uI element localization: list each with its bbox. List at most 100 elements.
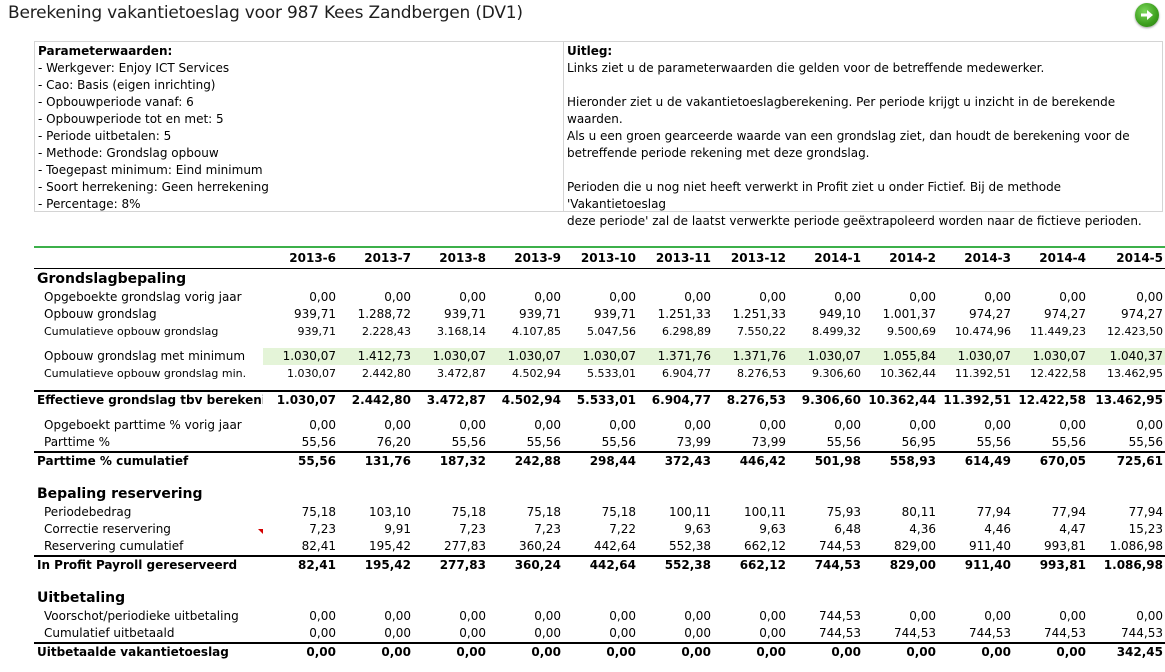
value-cell: 0,00 [1059, 609, 1086, 623]
value-cell: 12.422,58 [1030, 367, 1086, 380]
value-cell: 372,43 [638, 451, 713, 470]
value-cell: 8.276,53 [713, 390, 788, 409]
row-label: Opbouw grondslag [44, 307, 157, 321]
value-cell: 11.392,51 [938, 390, 1013, 409]
value-cell: 0,00 [684, 290, 711, 304]
parameters-panel: Parameterwaarden: - Werkgever: Enjoy ICT… [34, 41, 1163, 228]
value-cell: 2.442,80 [362, 367, 411, 380]
explanation-text: Als u een groen gearceerde waarde van ee… [567, 129, 1130, 143]
value-cell: 0,00 [309, 418, 336, 432]
explanation-text: Hieronder ziet u de vakantietoeslagberek… [567, 95, 1116, 126]
value-cell: 974,27 [1044, 307, 1086, 321]
value-cell: 298,44 [563, 451, 638, 470]
value-cell: 100,11 [669, 505, 711, 519]
value-cell: 0,00 [1136, 418, 1163, 432]
row-label: Effectieve grondslag tbv berekening [34, 390, 263, 409]
period-header: 2014-4 [1013, 246, 1088, 269]
value-cell: 242,88 [488, 451, 563, 470]
value-cell: 0,00 [759, 626, 786, 640]
value-cell: 4,36 [909, 522, 936, 536]
calculation-table: 2013-6 2013-7 2013-8 2013-9 2013-10 2013-11 20… [34, 246, 1165, 661]
row-label: Cumulatieve opbouw grondslag [44, 325, 219, 338]
table-row: Uitbetaalde vakantietoeslag 0,00 0,00 0,00 0… [34, 642, 1165, 661]
value-cell: 6.298,89 [662, 325, 711, 338]
value-cell: 55,56 [826, 435, 861, 449]
value-cell: 75,93 [826, 505, 861, 519]
value-cell: 0,00 [609, 609, 636, 623]
value-cell: 911,40 [969, 539, 1011, 553]
value-cell: 75,18 [526, 505, 561, 519]
value-cell: 0,00 [909, 418, 936, 432]
value-cell: 0,00 [759, 290, 786, 304]
period-header: 2013-11 [638, 246, 713, 269]
value-cell: 360,24 [488, 555, 563, 574]
param-line: - Werkgever: Enjoy ICT Services [38, 61, 230, 75]
value-cell: 1.055,84 [863, 348, 938, 365]
section-heading: Bepaling reservering [37, 486, 203, 502]
value-cell: 4.107,85 [512, 325, 561, 338]
value-cell: 0,00 [834, 290, 861, 304]
row-label: In Profit Payroll gereserveerd [34, 555, 263, 574]
value-cell: 1.030,07 [263, 390, 338, 409]
value-cell: 0,00 [1136, 290, 1163, 304]
table-row: Opgeboekt parttime % vorig jaar 0,00 0,00 0… [34, 417, 1165, 434]
value-cell: 7,23 [534, 522, 561, 536]
period-header: 2013-6 [263, 246, 338, 269]
param-line: - Opbouwperiode vanaf: 6 [38, 95, 194, 109]
value-cell: 187,32 [413, 451, 488, 470]
value-cell: 0,00 [759, 418, 786, 432]
table-row: Parttime % 55,56 76,20 55,56 55,56 55,56 73,99… [34, 434, 1165, 452]
value-cell: 4.502,94 [512, 367, 561, 380]
table-row: In Profit Payroll gereserveerd 82,41 195,4… [34, 555, 1165, 574]
value-cell: 56,95 [901, 435, 936, 449]
explanation-text: Perioden die u nog niet heeft verwerkt i… [567, 180, 1062, 211]
value-cell: 13.462,95 [1088, 390, 1165, 409]
value-cell: 0,00 [834, 418, 861, 432]
value-cell: 829,00 [894, 539, 936, 553]
value-cell: 3.472,87 [437, 367, 486, 380]
value-cell: 80,11 [901, 505, 936, 519]
value-cell: 744,53 [819, 626, 861, 640]
value-cell: 0,00 [488, 642, 563, 661]
row-label: Opbouw grondslag met minimum [44, 349, 246, 363]
value-cell: 0,00 [459, 290, 486, 304]
value-cell: 9,63 [684, 522, 711, 536]
value-cell: 7,22 [609, 522, 636, 536]
value-cell: 974,27 [969, 307, 1011, 321]
explanation: Uitleg: Links ziet u de parameterwaarden… [564, 42, 1162, 228]
value-cell: 73,99 [751, 435, 786, 449]
explanation-text: betreffende periode rekening met deze gr… [567, 146, 870, 160]
value-cell: 195,42 [338, 555, 413, 574]
explanation-text: deze periode' zal de laatst verwerkte pe… [567, 214, 1142, 228]
value-cell: 342,45 [1088, 642, 1165, 661]
value-cell: 11.449,23 [1030, 325, 1086, 338]
section-row: Uitbetaling [34, 588, 1165, 608]
value-cell: 0,00 [1059, 290, 1086, 304]
value-cell: 0,00 [609, 290, 636, 304]
value-cell: 9.500,69 [887, 325, 936, 338]
value-cell: 0,00 [534, 626, 561, 640]
value-cell: 0,00 [909, 290, 936, 304]
row-label: Periodebedrag [44, 505, 132, 519]
value-cell: 2.228,43 [362, 325, 411, 338]
arrow-right-icon[interactable] [1135, 3, 1159, 27]
row-label: Voorschot/periodieke uitbetaling [44, 609, 239, 623]
row-label: Opgeboekt parttime % vorig jaar [44, 418, 242, 432]
value-cell: 1.030,07 [788, 348, 863, 365]
table-row: Cumulatief uitbetaald 0,00 0,00 0,00 0,00 0,0… [34, 625, 1165, 643]
value-cell: 7,23 [309, 522, 336, 536]
value-cell: 446,42 [713, 451, 788, 470]
spacer-row [34, 340, 1165, 348]
value-cell: 939,71 [297, 325, 337, 338]
value-cell: 670,05 [1013, 451, 1088, 470]
value-cell: 1.086,98 [1088, 555, 1165, 574]
value-cell: 552,38 [638, 555, 713, 574]
page-title: Berekening vakantietoeslag voor 987 Kees… [8, 3, 523, 23]
value-cell: 6,48 [834, 522, 861, 536]
value-cell: 0,00 [684, 609, 711, 623]
value-cell: 0,00 [459, 609, 486, 623]
period-header: 2013-12 [713, 246, 788, 269]
table-row: Voorschot/periodieke uitbetaling 0,00 0,00… [34, 608, 1165, 625]
value-cell: 82,41 [301, 539, 336, 553]
value-cell: 0,00 [684, 626, 711, 640]
